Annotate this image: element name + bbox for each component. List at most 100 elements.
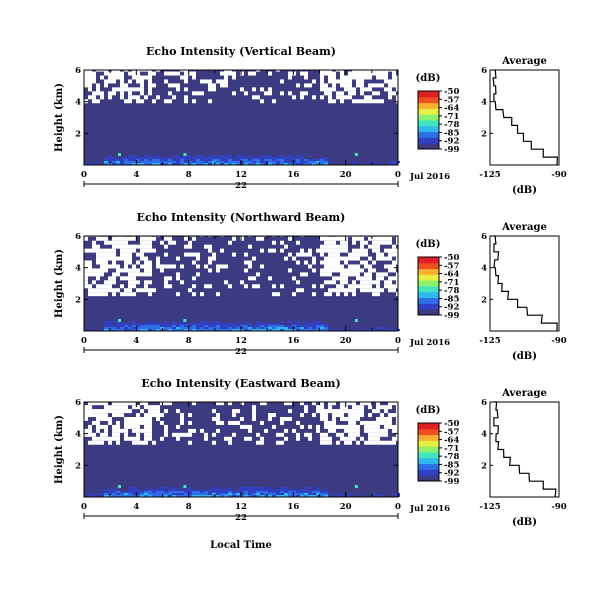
echo-cell	[172, 327, 176, 329]
echo-cell	[176, 493, 180, 495]
missing-cell	[208, 248, 212, 253]
missing-cell	[104, 264, 108, 269]
date-month-year-label: Jul 2016	[409, 172, 450, 182]
missing-cell	[368, 268, 372, 273]
missing-cell	[116, 436, 120, 441]
missing-cell	[144, 236, 148, 241]
echo-cell	[264, 157, 268, 159]
missing-cell	[128, 288, 132, 293]
missing-cell	[96, 413, 100, 418]
missing-cell	[376, 252, 380, 257]
missing-cell	[120, 95, 124, 100]
missing-cell	[304, 405, 308, 410]
missing-cell	[380, 440, 384, 445]
echo-cell	[208, 327, 212, 329]
echo-cell	[256, 327, 260, 329]
colorbar-swatch	[418, 91, 439, 98]
missing-cell	[352, 91, 356, 96]
echo-cell	[288, 163, 292, 165]
echo-cell	[228, 495, 232, 497]
missing-cell	[320, 401, 324, 406]
missing-cell	[104, 424, 108, 429]
missing-cell	[148, 71, 152, 76]
missing-cell	[388, 240, 392, 245]
echo-cell	[220, 155, 224, 157]
missing-cell	[320, 244, 324, 249]
missing-cell	[140, 417, 144, 421]
missing-cell	[352, 436, 356, 441]
missing-cell	[260, 264, 264, 269]
missing-cell	[120, 240, 124, 245]
echo-cell	[144, 161, 148, 163]
missing-cell	[240, 232, 244, 237]
missing-cell	[284, 256, 288, 261]
missing-cell	[96, 99, 100, 104]
missing-cell	[376, 75, 380, 80]
echo-cell	[268, 323, 272, 325]
missing-cell	[268, 417, 272, 421]
echo-cell	[272, 489, 276, 491]
missing-cell	[128, 417, 132, 421]
echo-cell	[164, 495, 168, 497]
echo-cell	[160, 491, 164, 493]
echo-cell	[212, 495, 216, 497]
missing-cell	[148, 79, 152, 84]
missing-cell	[124, 288, 128, 293]
missing-cell	[324, 240, 328, 245]
echo-cell	[228, 155, 232, 157]
echo-cell	[316, 491, 320, 493]
missing-cell	[320, 272, 324, 277]
echo-cell	[108, 489, 112, 491]
missing-cell	[136, 87, 140, 92]
missing-cell	[348, 83, 352, 88]
echo-cell	[152, 323, 156, 325]
echo-cell	[236, 489, 240, 491]
missing-cell	[312, 260, 316, 265]
missing-cell	[392, 248, 396, 253]
missing-cell	[132, 87, 136, 92]
missing-cell	[84, 248, 88, 253]
missing-cell	[360, 232, 364, 237]
missing-cell	[336, 292, 340, 297]
echo-cell	[268, 329, 272, 331]
missing-cell	[140, 272, 144, 277]
echo-cell	[116, 161, 120, 163]
colorbar-swatch	[418, 423, 439, 430]
missing-cell	[348, 75, 352, 80]
echo-cell	[352, 329, 356, 331]
echo-cell	[260, 487, 264, 489]
missing-cell	[132, 420, 136, 425]
missing-cell	[352, 87, 356, 92]
missing-cell	[100, 284, 104, 289]
missing-cell	[136, 417, 140, 421]
missing-cell	[96, 276, 100, 281]
echo-cell	[216, 321, 220, 323]
missing-cell	[192, 401, 196, 406]
missing-cell	[124, 276, 128, 281]
echo-cell	[116, 321, 120, 323]
missing-cell	[372, 280, 376, 285]
missing-cell	[160, 420, 164, 425]
missing-cell	[344, 272, 348, 277]
missing-cell	[356, 440, 360, 445]
echo-cell	[308, 163, 312, 165]
average-y-tick-label: 4	[481, 430, 487, 440]
missing-cell	[224, 75, 228, 80]
missing-cell	[360, 83, 364, 88]
missing-cell	[380, 428, 384, 433]
missing-cell	[340, 272, 344, 277]
missing-cell	[372, 288, 376, 293]
echo-cell	[168, 161, 172, 163]
missing-cell	[248, 71, 252, 76]
missing-cell	[96, 292, 100, 297]
echo-cell	[104, 491, 108, 493]
missing-cell	[348, 428, 352, 433]
missing-cell	[352, 256, 356, 261]
missing-cell	[92, 432, 96, 437]
missing-cell	[300, 232, 304, 237]
echo-cell	[300, 157, 304, 159]
missing-cell	[328, 424, 332, 429]
echo-cell	[368, 329, 372, 331]
missing-cell	[120, 248, 124, 253]
missing-cell	[140, 240, 144, 245]
